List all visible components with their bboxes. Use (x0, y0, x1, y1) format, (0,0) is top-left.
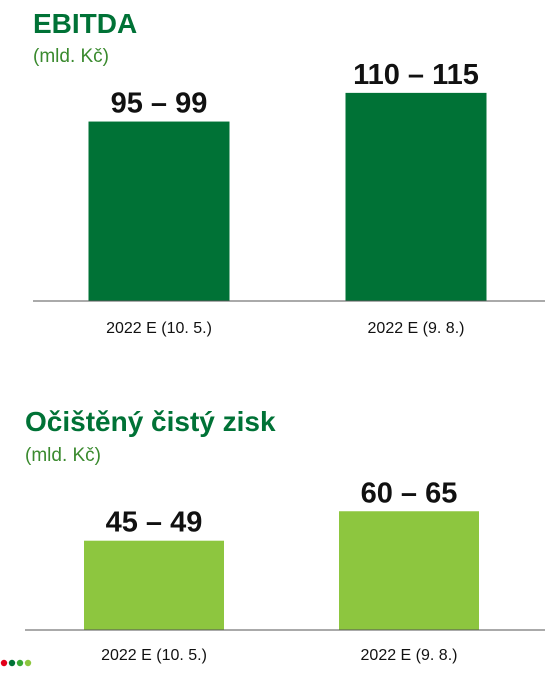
bar-series: 95 – 99 2022 E (10. 5.) 110 – 115 2022 E (9… (88, 59, 487, 337)
data-label: 95 – 99 (111, 88, 208, 120)
chart-title: EBITDA (33, 8, 137, 39)
data-label: 45 – 49 (106, 507, 203, 539)
data-label: 60 – 65 (361, 477, 458, 509)
bar (88, 121, 230, 301)
bar (84, 540, 224, 630)
bar (345, 92, 487, 301)
x-tick-label: 2022 E (10. 5.) (106, 320, 212, 337)
x-tick-label: 2022 E (9. 8.) (368, 320, 465, 337)
x-tick-label: 2022 E (10. 5.) (101, 647, 207, 664)
chart-adjusted-net-income: Očištěný čistý zisk (mld. Kč) 45 – 49 202… (25, 406, 545, 664)
chart-ebitda: EBITDA (mld. Kč) 95 – 99 2022 E (10. 5.) 1… (33, 8, 545, 337)
bar-series: 45 – 49 2022 E (10. 5.) 60 – 65 2022 E (9. … (84, 477, 479, 664)
brand-dot-icon (8, 659, 16, 667)
brand-dot-icon (24, 659, 32, 667)
data-label: 110 – 115 (353, 59, 479, 91)
brand-dots-icon (0, 659, 32, 667)
chart-subtitle: (mld. Kč) (33, 46, 109, 67)
brand-dot-icon (0, 659, 8, 667)
chart-title: Očištěný čistý zisk (25, 406, 276, 437)
x-tick-label: 2022 E (9. 8.) (361, 647, 458, 664)
chart-subtitle: (mld. Kč) (25, 445, 101, 466)
brand-dot-icon (16, 659, 24, 667)
bar (339, 511, 479, 630)
